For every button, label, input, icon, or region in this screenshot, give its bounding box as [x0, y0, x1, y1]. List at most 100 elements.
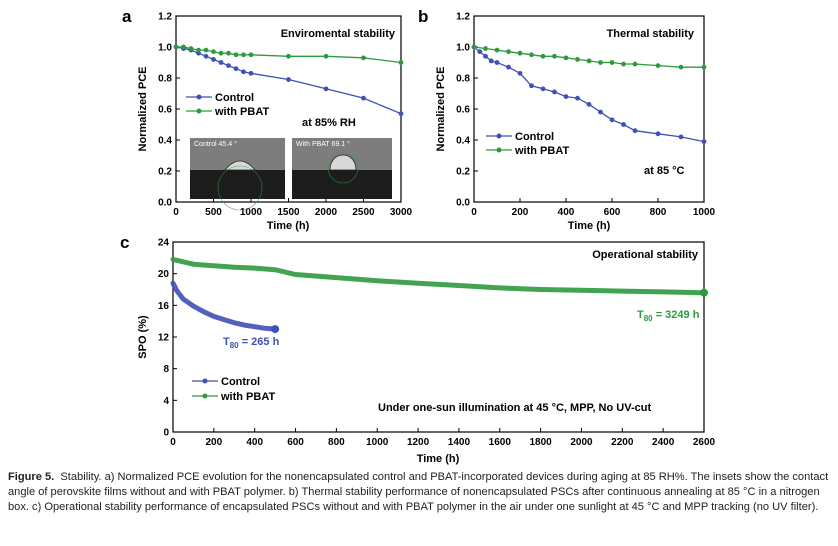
data-point-control	[211, 57, 216, 62]
x-tick-label: 3000	[390, 207, 413, 218]
y-tick-label: 0	[163, 428, 169, 439]
data-point-with-pbat	[173, 44, 179, 50]
data-point-control	[552, 89, 557, 95]
contact-angle-insets: Control 45.4 ° With PBAT 69.1 °	[190, 138, 392, 211]
y-tick-label: 1.2	[158, 12, 172, 23]
y-tick-label: 0.6	[456, 105, 470, 116]
x-tick-label: 2000	[570, 437, 593, 448]
x-tick-label: 200	[512, 207, 529, 218]
data-point-with-pbat	[563, 55, 569, 61]
data-point-control	[506, 64, 511, 70]
y-tick-label: 0.4	[158, 136, 172, 147]
x-tick-label: 500	[205, 207, 222, 218]
data-point-with-pbat	[655, 63, 661, 68]
panel-a-xlabel: Time (h)	[267, 220, 310, 232]
t80-control: T80 = 265 h	[223, 336, 280, 350]
y-tick-label: 0.6	[158, 105, 172, 116]
t80-pbat: T80 = 3249 h	[637, 309, 700, 323]
y-tick-label: 20	[158, 269, 170, 280]
series-end-control	[271, 325, 280, 334]
panel-c-letter: c	[120, 233, 129, 252]
y-tick-label: 8	[163, 364, 169, 375]
y-tick-label: 24	[158, 238, 170, 249]
data-point-control	[488, 58, 494, 64]
data-point-with-pbat	[678, 64, 684, 70]
x-tick-label: 200	[206, 437, 223, 448]
panel-b-xlabel: Time (h)	[568, 220, 611, 232]
series-band-with-pbat	[170, 256, 707, 296]
data-point-with-pbat	[609, 60, 615, 65]
data-point-control	[241, 69, 246, 75]
y-tick-label: 1.2	[456, 12, 470, 23]
panel-a-letter: a	[122, 7, 132, 26]
inset-control-label: Control 45.4 °	[194, 140, 237, 148]
data-point-with-pbat	[286, 53, 291, 59]
y-tick-label: 1.0	[158, 43, 172, 54]
series-band-control	[170, 280, 278, 332]
panel-b-legend: Control with PBAT	[486, 131, 569, 157]
caption-label: Figure 5.	[8, 471, 55, 483]
data-point-with-pbat	[241, 52, 246, 58]
data-point-with-pbat	[632, 61, 638, 67]
data-point-control	[575, 95, 580, 101]
legend-control: Control	[215, 92, 254, 104]
data-point-with-pbat	[203, 47, 209, 53]
panel-b-title: Thermal stability	[607, 28, 695, 40]
panel-a-title: Enviromental stability	[281, 28, 396, 40]
x-tick-label: 1000	[693, 207, 716, 218]
data-point-with-pbat	[323, 53, 329, 59]
y-tick-label: 1.0	[456, 43, 470, 54]
x-tick-label: 1600	[489, 437, 512, 448]
data-point-with-pbat	[586, 58, 592, 64]
series-end-with-pbat	[700, 288, 708, 297]
data-point-control	[323, 86, 329, 92]
legend-c-control: Control	[221, 376, 260, 388]
caption-text: Stability. a) Normalized PCE evolution f…	[8, 471, 829, 513]
y-tick-label: 16	[158, 301, 170, 312]
x-tick-label: 800	[650, 207, 667, 218]
panel-a-legend: Control with PBAT	[186, 92, 269, 118]
panel-c-title: Operational stability	[592, 249, 699, 261]
data-point-control	[517, 70, 523, 76]
y-tick-label: 4	[163, 396, 169, 407]
y-tick-label: 0.2	[158, 167, 172, 178]
x-tick-label: 1400	[448, 437, 471, 448]
x-tick-label: 400	[246, 437, 263, 448]
data-point-with-pbat	[540, 53, 546, 59]
data-point-with-pbat	[196, 47, 201, 53]
x-tick-label: 600	[604, 207, 621, 218]
x-tick-label: 600	[287, 437, 304, 448]
data-point-control	[586, 101, 592, 107]
data-point-control	[494, 60, 500, 65]
panel-b-chart: b Thermal stability 0 200 400 600 800 1000 0.0…	[418, 7, 716, 232]
data-point-with-pbat	[517, 50, 523, 56]
data-point-with-pbat	[529, 52, 534, 58]
data-point-control	[655, 131, 661, 137]
data-point-control	[621, 122, 626, 127]
data-point-with-pbat	[226, 50, 231, 56]
panel-c-annotation: Under one-sun illumination at 45 °C, MPP…	[378, 402, 651, 414]
panel-b-letter: b	[418, 7, 428, 26]
data-point-with-pbat	[233, 52, 239, 58]
x-tick-label: 1800	[529, 437, 552, 448]
inset-pbat-label: With PBAT 69.1 °	[296, 140, 350, 148]
data-point-control	[563, 94, 569, 99]
data-point-with-pbat	[248, 52, 254, 58]
x-tick-label: 1000	[366, 437, 389, 448]
data-point-control	[361, 95, 366, 101]
x-tick-label: 800	[328, 437, 345, 448]
data-point-with-pbat	[398, 60, 404, 65]
y-tick-label: 0.0	[158, 198, 172, 209]
data-point-with-pbat	[188, 46, 194, 51]
panel-a-ylabel: Normalized PCE	[137, 67, 149, 152]
panel-c-xlabel: Time (h)	[417, 453, 460, 465]
data-point-with-pbat	[483, 46, 488, 51]
panel-b-ylabel: Normalized PCE	[435, 67, 447, 152]
data-point-with-pbat	[211, 49, 216, 55]
data-point-with-pbat	[598, 60, 603, 65]
panel-a-annotation: at 85% RH	[302, 117, 356, 129]
y-tick-label: 0.4	[456, 136, 470, 147]
y-tick-label: 0.2	[456, 167, 470, 178]
data-point-control	[248, 70, 254, 76]
x-tick-label: 1200	[407, 437, 430, 448]
